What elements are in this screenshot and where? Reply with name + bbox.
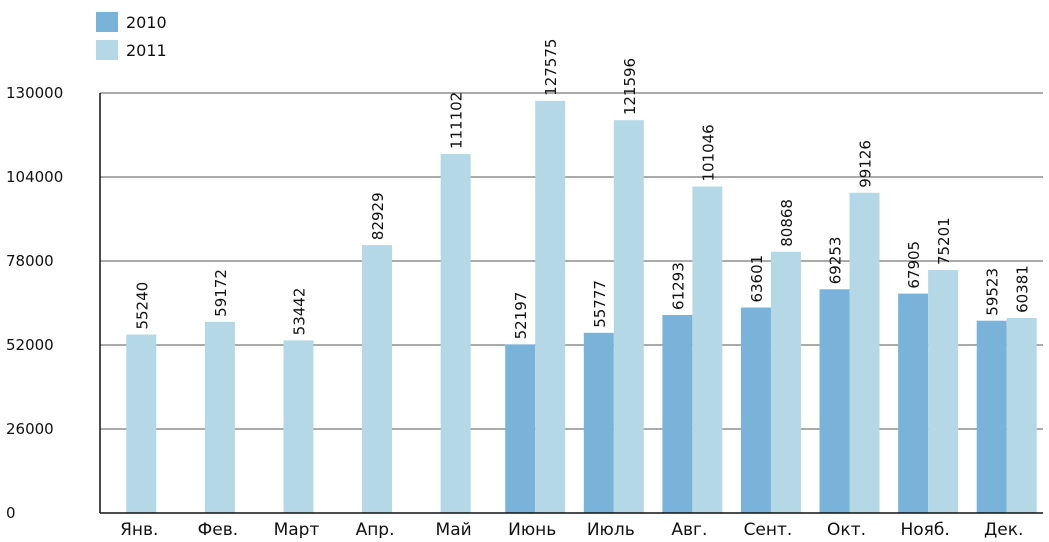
bar-2011: [362, 245, 393, 513]
bar-2010: [740, 307, 771, 513]
data-label-2011: 80868: [778, 199, 796, 247]
bar-2010: [819, 289, 850, 513]
y-axis: 0 26000 52000 78000 104000 130000: [6, 84, 101, 522]
data-label-2011: 99126: [857, 140, 875, 188]
data-label-2010: 52197: [512, 292, 530, 340]
x-tick-label: Окт.: [827, 520, 866, 538]
y-tick-label: 104000: [6, 168, 63, 186]
y-tick-label: 130000: [6, 84, 63, 102]
data-label-2011: 111102: [448, 92, 466, 149]
data-label-2011: 127575: [542, 39, 560, 96]
data-label-2010: 61293: [669, 262, 687, 310]
bar-2011: [770, 251, 801, 513]
data-label-2011: 55240: [133, 282, 151, 330]
y-tick-label: 0: [6, 504, 16, 522]
x-tick-label: Нояб.: [900, 520, 949, 538]
x-tick-label: Авг.: [671, 520, 707, 538]
bar-2011: [535, 100, 566, 513]
legend-label-2011: 2011: [126, 41, 167, 60]
bar-2011: [283, 340, 314, 513]
bar-2010: [898, 293, 929, 513]
y-tick-label: 26000: [6, 420, 54, 438]
bar-2011: [613, 120, 644, 514]
x-tick-label: Сент.: [744, 520, 793, 538]
y-tick-label: 52000: [6, 336, 54, 354]
legend: 2010 2011: [96, 12, 167, 60]
x-tick-label: Июль: [587, 520, 635, 538]
data-label-2011: 59172: [212, 269, 230, 317]
data-label-2011: 101046: [699, 124, 717, 181]
data-label-2010: 69253: [827, 237, 845, 285]
data-label-2011: 121596: [621, 58, 639, 115]
data-label-2011: 60381: [1014, 265, 1032, 313]
bar-2011: [204, 321, 235, 513]
legend-swatch-2010: [96, 12, 118, 32]
x-tick-label: Июнь: [508, 520, 556, 538]
bar-2010: [976, 320, 1007, 513]
bar-2010: [505, 344, 536, 513]
data-label-2010: 67905: [905, 241, 923, 289]
x-tick-label: Фев.: [198, 520, 239, 538]
x-tick-label: Май: [436, 520, 472, 538]
bar-2011: [928, 270, 959, 513]
data-labels: 55240 59172 53442 82929 111102 52197 127575 557…: [133, 39, 1031, 340]
data-label-2011: 53442: [290, 288, 308, 336]
bar-2010: [583, 332, 614, 513]
data-label-2011: 75201: [935, 217, 953, 265]
x-tick-label: Янв.: [120, 520, 158, 538]
legend-swatch-2011: [96, 40, 118, 60]
data-label-2010: 55777: [591, 280, 609, 328]
bar-2011: [692, 186, 723, 513]
bar-2011: [849, 192, 880, 513]
bar-2011: [1006, 317, 1037, 513]
data-label-2010: 59523: [984, 268, 1002, 316]
x-axis: Янв. Фев. Март Апр. Май Июнь Июль Авг. Сент. Окт.…: [100, 512, 1043, 540]
bars: [126, 100, 1037, 514]
x-tick-label: Март: [274, 520, 320, 538]
x-tick-label: Дек.: [984, 520, 1023, 538]
data-label-2010: 63601: [748, 255, 766, 303]
bar-2011: [440, 154, 471, 513]
x-tick-label: Апр.: [356, 520, 395, 538]
gridlines: [100, 92, 1043, 430]
data-label-2011: 82929: [369, 192, 387, 240]
bar-2011: [126, 334, 157, 513]
bar-2010: [662, 314, 693, 513]
y-tick-label: 78000: [6, 252, 54, 270]
legend-label-2010: 2010: [126, 13, 167, 32]
